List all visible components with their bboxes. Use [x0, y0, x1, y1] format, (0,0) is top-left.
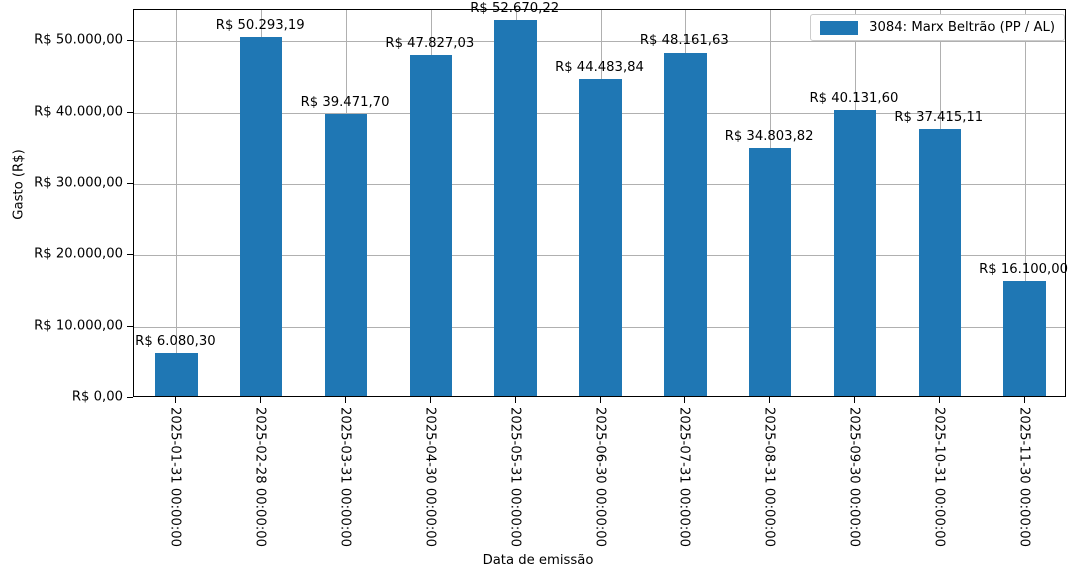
x-tick-label: 2025-01-31 00:00:00: [167, 407, 183, 548]
x-tick-mark: [1023, 397, 1025, 403]
x-tick-label: 2025-06-30 00:00:00: [592, 407, 607, 548]
bar-value-label: R$ 16.100,00: [979, 262, 1069, 278]
bar[interactable]: [155, 352, 198, 396]
bar-value-label: R$ 44.483,84: [555, 59, 644, 75]
y-tick-label: R$ 0,00: [71, 389, 123, 405]
chart-legend[interactable]: 3084: Marx Beltrão (PP / AL): [810, 14, 1065, 41]
x-tick-mark: [938, 397, 940, 403]
x-tick-mark: [175, 397, 177, 403]
x-tick-label: 2025-05-31 00:00:00: [507, 407, 523, 548]
y-tick-label: R$ 50.000,00: [34, 32, 123, 48]
y-tick-mark: [127, 397, 133, 398]
bar[interactable]: [833, 109, 877, 396]
x-tick-mark: [853, 397, 855, 403]
bar[interactable]: [494, 20, 537, 396]
y-tick-mark: [127, 183, 133, 185]
x-tick-mark: [769, 397, 771, 403]
bar-value-label: R$ 39.471,70: [300, 95, 390, 111]
gridline-vertical: [1024, 10, 1026, 396]
x-tick-mark: [599, 397, 601, 403]
x-tick-label: 2025-07-31 00:00:00: [676, 407, 692, 548]
plot-area: [133, 9, 1066, 397]
bar-value-label: R$ 52.670,22: [470, 1, 560, 17]
y-tick-mark: [127, 325, 133, 327]
legend-color-swatch: [820, 20, 859, 35]
y-tick-label: R$ 40.000,00: [34, 104, 123, 120]
y-axis-title: Gasto (R$): [11, 149, 27, 220]
bar-value-label: R$ 6.080,30: [135, 333, 216, 349]
x-tick-mark: [260, 397, 262, 403]
y-tick-label: R$ 30.000,00: [34, 175, 123, 191]
bar-value-label: R$ 47.827,03: [385, 35, 475, 51]
bar-value-label: R$ 37.415,11: [894, 110, 984, 126]
bar-value-label: R$ 40.131,60: [809, 90, 899, 106]
x-tick-mark: [345, 397, 347, 403]
x-tick-label: 2025-03-31 00:00:00: [337, 407, 353, 548]
x-tick-label: 2025-11-30 00:00:00: [1016, 407, 1032, 548]
bar[interactable]: [664, 52, 707, 396]
x-tick-mark: [684, 397, 686, 403]
y-tick-label: R$ 20.000,00: [34, 246, 123, 262]
y-axis-tick-labels: R$ 0,00 R$ 10.000,00 R$ 20.000,00 R$ 30.000…: [0, 0, 123, 580]
x-tick-label: 2025-02-28 00:00:00: [252, 407, 268, 548]
x-tick-label: 2025-04-30 00:00:00: [422, 407, 438, 548]
bar[interactable]: [918, 129, 961, 396]
bar-value-label: R$ 48.161,63: [639, 33, 729, 49]
y-tick-mark: [127, 40, 133, 42]
bar-value-label: R$ 34.803,82: [724, 128, 814, 144]
bar[interactable]: [579, 78, 622, 396]
legend-entry-label: 3084: Marx Beltrão (PP / AL): [869, 20, 1055, 35]
y-tick-mark: [127, 111, 133, 113]
gridline-horizontal: [134, 41, 1065, 43]
bar[interactable]: [748, 147, 792, 396]
bar[interactable]: [324, 114, 368, 396]
bar[interactable]: [240, 37, 283, 396]
x-tick-label: 2025-09-30 00:00:00: [846, 407, 862, 548]
bar[interactable]: [1003, 281, 1046, 396]
x-tick-mark: [514, 397, 516, 403]
bar-value-label: R$ 50.293,19: [215, 18, 305, 34]
x-tick-label: 2025-10-31 00:00:00: [931, 407, 947, 548]
x-tick-label: 2025-08-31 00:00:00: [761, 407, 777, 548]
y-tick-mark: [127, 254, 133, 256]
y-tick-label: R$ 10.000,00: [34, 318, 123, 334]
x-axis-title: Data de emissão: [482, 553, 594, 568]
gridline-vertical: [176, 10, 178, 396]
x-tick-mark: [429, 397, 431, 403]
bar[interactable]: [409, 54, 453, 396]
